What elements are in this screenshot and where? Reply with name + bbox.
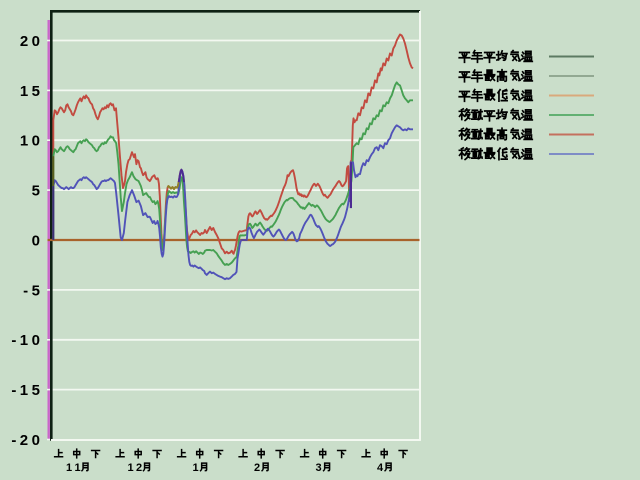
svg-text:3: 3 — [316, 462, 322, 474]
svg-text:-10: -10 — [11, 332, 43, 349]
svg-text:20: 20 — [20, 33, 44, 50]
svg-text:-20: -20 — [11, 432, 43, 449]
svg-text:2: 2 — [136, 462, 142, 474]
svg-text:10: 10 — [20, 133, 44, 150]
svg-text:-15: -15 — [11, 382, 43, 399]
svg-text:2: 2 — [254, 462, 260, 474]
svg-text:15: 15 — [20, 83, 44, 100]
svg-text:-5: -5 — [23, 282, 43, 299]
svg-text:0: 0 — [32, 232, 44, 249]
svg-text:1: 1 — [193, 462, 199, 474]
svg-text:5: 5 — [32, 183, 44, 200]
svg-text:1: 1 — [66, 462, 72, 474]
svg-text:1: 1 — [74, 462, 80, 474]
svg-text:4: 4 — [377, 462, 384, 474]
svg-text:1: 1 — [128, 462, 134, 474]
